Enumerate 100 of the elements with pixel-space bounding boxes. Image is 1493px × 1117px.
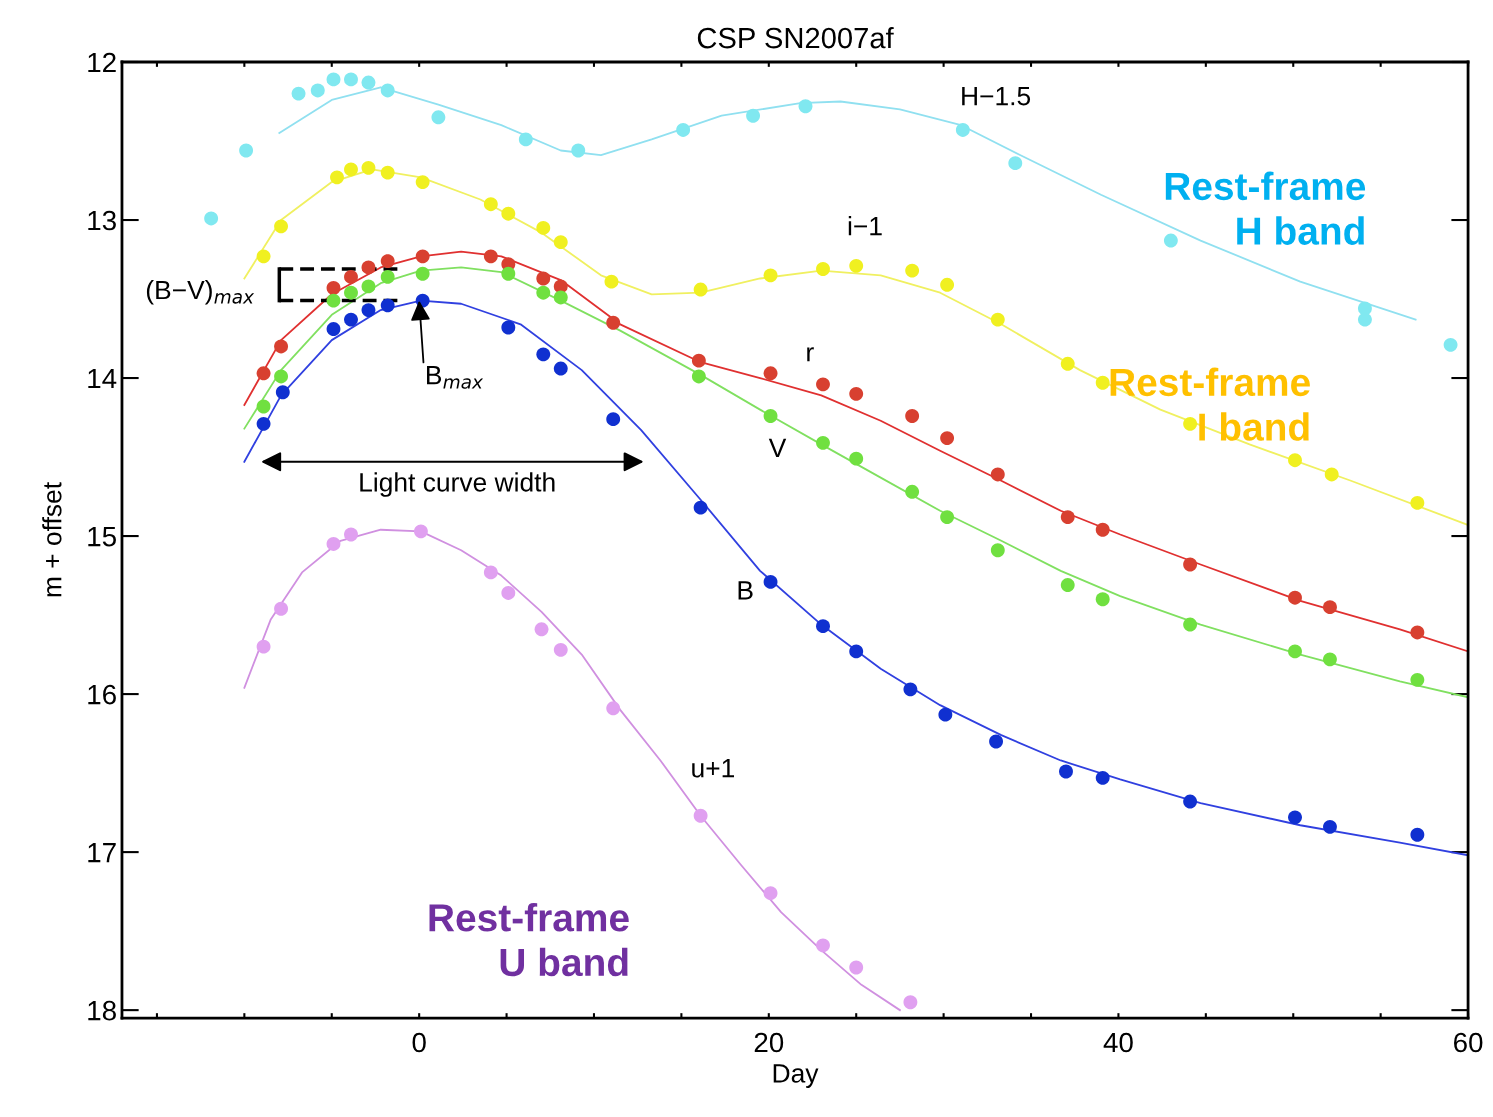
point	[1410, 495, 1425, 510]
point	[1324, 467, 1339, 482]
point	[903, 995, 918, 1010]
x-tick-label: 60	[1454, 1032, 1483, 1053]
point	[274, 339, 289, 354]
point	[501, 206, 516, 221]
point	[344, 269, 358, 284]
point	[326, 293, 341, 308]
point	[1183, 617, 1198, 632]
point	[990, 543, 1005, 558]
point	[326, 322, 341, 336]
point	[1095, 375, 1110, 390]
point	[553, 361, 568, 376]
point	[534, 622, 549, 637]
point	[606, 412, 621, 427]
point	[990, 467, 1005, 482]
point	[380, 83, 395, 98]
point	[361, 260, 376, 275]
point	[763, 409, 778, 423]
point	[849, 258, 864, 273]
point	[536, 285, 551, 300]
point	[344, 162, 358, 177]
point	[1095, 522, 1110, 537]
point	[1288, 453, 1302, 468]
point	[274, 369, 289, 384]
point	[483, 565, 498, 580]
point	[1059, 764, 1073, 779]
point	[849, 960, 864, 975]
point	[310, 83, 325, 98]
point	[798, 99, 813, 114]
point	[380, 165, 395, 180]
point	[1008, 156, 1023, 171]
point	[483, 197, 498, 212]
y-axis-title: m + offset	[42, 482, 62, 597]
point	[903, 682, 918, 697]
point	[361, 75, 376, 90]
point	[553, 290, 568, 305]
point	[816, 377, 830, 392]
annotation: V	[768, 438, 787, 457]
point	[571, 143, 586, 158]
point	[344, 285, 358, 300]
point	[536, 347, 551, 362]
point	[274, 219, 289, 234]
point	[380, 269, 395, 284]
point	[553, 642, 568, 657]
point	[1095, 592, 1110, 607]
annotation: Light curve width	[360, 472, 555, 497]
point	[606, 315, 621, 330]
y-tick-label: 14	[88, 368, 117, 389]
y-tick-label: 18	[88, 1000, 116, 1021]
y-tick-label: 13	[88, 210, 116, 231]
annotation: i−1	[848, 216, 882, 236]
point	[256, 639, 271, 654]
point	[849, 451, 864, 466]
point	[553, 235, 568, 250]
point	[536, 271, 551, 286]
point	[1288, 644, 1302, 659]
annotation: r	[807, 347, 814, 362]
point	[256, 416, 271, 431]
point	[940, 277, 955, 292]
point	[816, 619, 830, 634]
point	[415, 249, 430, 264]
point	[693, 500, 708, 515]
annotation: Rest-frame U band	[429, 902, 629, 977]
point	[940, 510, 955, 525]
x-tick-label: 20	[754, 1032, 784, 1053]
point	[275, 385, 290, 400]
point	[239, 143, 254, 158]
point	[1323, 819, 1337, 834]
point	[938, 707, 953, 722]
point	[693, 282, 708, 297]
annotation: H−1.5	[962, 86, 1031, 106]
point	[816, 938, 830, 953]
point	[326, 281, 341, 295]
point	[849, 644, 864, 659]
point	[693, 808, 708, 823]
point	[691, 369, 706, 384]
point	[676, 123, 691, 137]
point	[431, 110, 446, 125]
point	[1323, 600, 1337, 615]
point	[361, 279, 376, 294]
point	[1163, 233, 1178, 248]
point	[380, 254, 395, 269]
point	[204, 211, 219, 226]
point	[763, 886, 778, 901]
point	[1288, 810, 1302, 825]
point	[415, 175, 430, 190]
y-tick-label: 17	[88, 843, 116, 863]
point	[256, 399, 271, 414]
point	[905, 263, 920, 278]
point	[291, 86, 306, 101]
point	[1060, 510, 1075, 525]
annotation: B	[738, 581, 753, 600]
point	[691, 353, 706, 368]
point	[604, 274, 619, 289]
point	[1060, 578, 1075, 592]
point	[518, 132, 533, 147]
point	[816, 262, 830, 276]
point	[990, 312, 1005, 327]
point	[413, 524, 428, 539]
